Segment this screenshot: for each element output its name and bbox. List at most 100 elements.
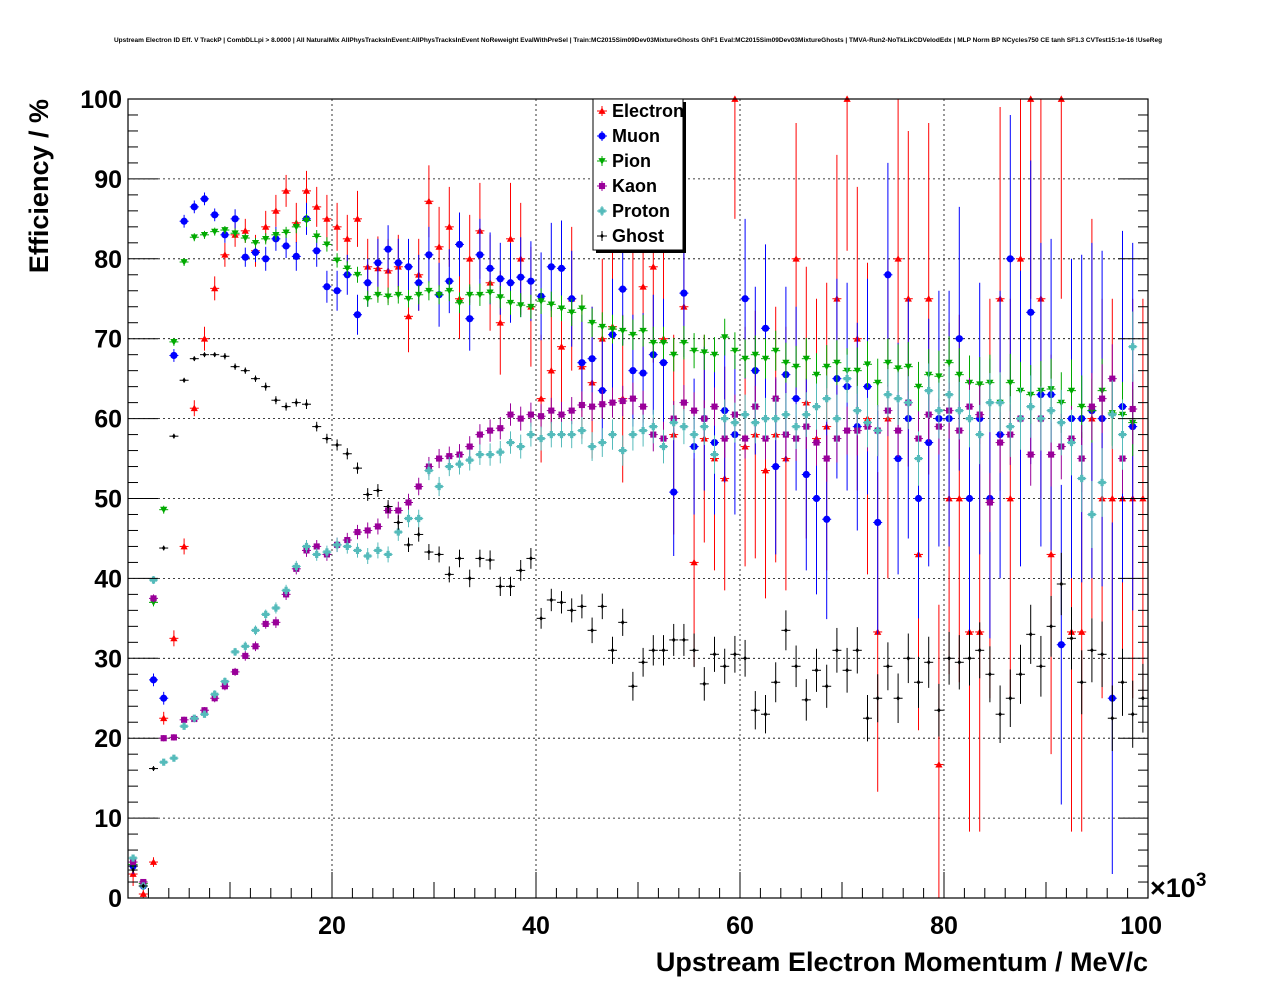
data-point <box>1057 418 1065 427</box>
data-point <box>884 359 892 367</box>
data-point-group <box>659 429 668 464</box>
data-point <box>180 722 188 730</box>
series-pion <box>128 214 1138 888</box>
data-point <box>272 604 280 612</box>
data-point <box>620 619 625 625</box>
data-point <box>476 431 483 438</box>
x-multiplier-label: ×103 <box>1150 870 1206 903</box>
data-point <box>374 259 382 267</box>
data-point <box>843 375 851 383</box>
data-point-group <box>485 443 495 466</box>
data-point-group <box>149 765 158 772</box>
data-point <box>211 690 219 698</box>
data-point <box>406 542 411 548</box>
data-point-group <box>597 593 607 620</box>
data-point <box>608 430 617 439</box>
data-point-group <box>444 456 454 477</box>
data-point <box>761 466 770 474</box>
data-point-group <box>200 710 209 718</box>
data-point <box>1039 663 1043 669</box>
data-point <box>263 384 268 390</box>
data-point-group <box>567 420 577 449</box>
data-point <box>313 233 321 241</box>
axis-layer: 20 40 60 80 100 0 10 20 30 40 50 60 70 80 90 100 <box>80 86 1162 940</box>
data-point-group <box>516 406 526 431</box>
data-point <box>599 401 606 408</box>
data-point-group <box>985 646 995 703</box>
data-point <box>353 311 362 319</box>
data-point-group <box>404 289 413 308</box>
data-point-group <box>1026 375 1036 438</box>
legend-label: Kaon <box>612 176 657 196</box>
data-point <box>792 395 800 403</box>
data-point-group <box>1107 685 1117 751</box>
data-point-group <box>801 679 811 721</box>
data-point <box>404 263 413 271</box>
data-point <box>1057 641 1065 649</box>
data-point-group <box>638 414 648 447</box>
data-point <box>425 287 433 295</box>
data-point <box>343 265 351 272</box>
data-point <box>476 291 484 299</box>
data-point-group <box>618 608 628 636</box>
data-point-group <box>985 373 995 433</box>
data-point-group <box>353 190 362 247</box>
data-point-group <box>434 285 444 305</box>
data-point-group <box>1138 663 1148 733</box>
legend-entry-ghost: Ghost <box>597 226 664 246</box>
data-point-group <box>659 298 668 427</box>
data-point <box>639 426 647 435</box>
data-point-group <box>771 330 781 371</box>
data-point-group <box>791 404 801 449</box>
data-point <box>784 627 788 633</box>
data-point <box>365 491 370 498</box>
data-point <box>761 355 770 363</box>
data-point-group <box>179 258 189 266</box>
data-point <box>527 277 535 285</box>
data-point <box>1118 430 1127 439</box>
data-point <box>824 683 829 689</box>
data-point <box>894 395 902 403</box>
data-point <box>853 367 861 375</box>
data-point <box>353 546 362 555</box>
data-point-group <box>710 435 719 474</box>
y-tick-label: 20 <box>94 725 122 753</box>
data-point-group <box>322 433 332 444</box>
data-point <box>631 683 635 689</box>
y-tick-label: 40 <box>94 565 122 593</box>
data-point <box>527 411 534 418</box>
data-point <box>680 399 687 406</box>
data-point-group <box>577 594 587 619</box>
data-point <box>557 305 566 312</box>
data-point <box>782 359 790 367</box>
data-point <box>508 583 513 589</box>
data-point-group <box>465 284 475 306</box>
data-point <box>160 735 167 742</box>
data-point-group <box>1046 595 1056 657</box>
data-point-group <box>546 291 556 318</box>
data-point <box>527 430 535 439</box>
data-point <box>692 647 696 653</box>
data-point-group <box>210 690 220 699</box>
data-point-group <box>220 677 230 686</box>
data-point <box>1048 451 1055 458</box>
data-point <box>1099 395 1106 402</box>
data-point <box>651 647 656 653</box>
data-point-group <box>863 695 872 742</box>
data-point-group <box>240 247 250 267</box>
data-point <box>243 368 248 374</box>
data-point <box>772 462 780 471</box>
data-point-group <box>159 758 169 766</box>
data-point-group <box>434 476 444 497</box>
data-point <box>190 714 198 722</box>
data-point-group <box>404 537 413 553</box>
data-point-group <box>842 354 852 403</box>
data-point <box>988 671 992 677</box>
data-point-group <box>577 417 587 445</box>
data-point <box>874 379 882 387</box>
data-point <box>965 415 974 423</box>
data-point <box>1016 415 1025 423</box>
data-point <box>639 369 647 377</box>
data-point-group <box>710 636 719 672</box>
data-point-group <box>669 337 679 372</box>
